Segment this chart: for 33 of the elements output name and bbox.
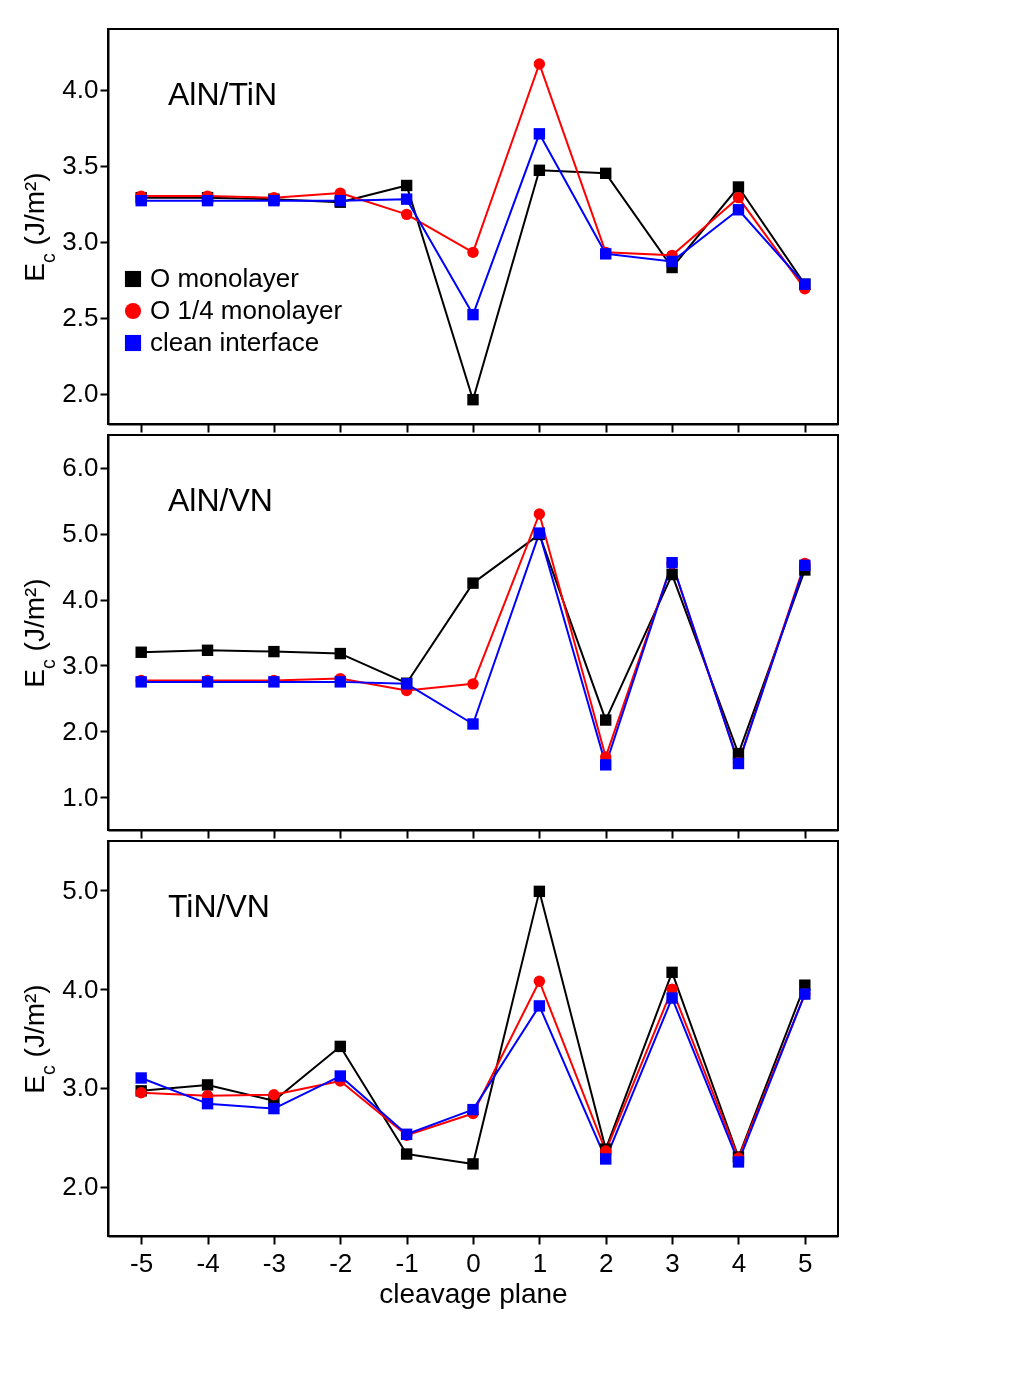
y-tick-label: 4.0 — [62, 973, 99, 1004]
x-tick-label: 1 — [532, 1247, 548, 1278]
x-tick-label: 4 — [731, 1247, 747, 1278]
legend-label: clean interface — [150, 327, 320, 357]
x-tick-label: 0 — [466, 1247, 481, 1278]
y-tick-label: 2.0 — [62, 378, 99, 409]
x-tick-label: -5 — [130, 1247, 154, 1278]
x-tick-label: 3 — [665, 1247, 680, 1278]
x-tick-label: -1 — [395, 1247, 419, 1278]
x-axis-title: cleavage plane — [379, 1277, 568, 1309]
y-tick-label: 1.0 — [62, 781, 99, 812]
y-tick-label: 4.0 — [62, 584, 99, 615]
y-tick-label: 6.0 — [62, 452, 99, 483]
y-tick-label: 2.5 — [62, 302, 99, 333]
y-tick-label: 4.0 — [62, 74, 99, 105]
legend-label: O monolayer — [150, 263, 300, 293]
annotation: AlN/VN — [168, 482, 273, 518]
y-tick-label: 3.5 — [62, 150, 99, 181]
y-tick-label: 5.0 — [62, 874, 99, 905]
x-tick-label: 5 — [798, 1247, 813, 1278]
legend-label: O 1/4 monolayer — [150, 295, 343, 325]
annotation: TiN/VN — [168, 888, 270, 924]
y-tick-label: 2.0 — [62, 715, 99, 746]
y-tick-label: 2.0 — [62, 1171, 99, 1202]
y-tick-label: 5.0 — [62, 518, 99, 549]
y-tick-label: 3.0 — [62, 226, 99, 257]
x-tick-label: -4 — [196, 1247, 220, 1278]
x-tick-label: -3 — [262, 1247, 286, 1278]
x-tick-label: -2 — [329, 1247, 353, 1278]
y-tick-label: 3.0 — [62, 1072, 99, 1103]
x-tick-label: 2 — [598, 1247, 614, 1278]
y-tick-label: 3.0 — [62, 649, 99, 680]
annotation: AlN/TiN — [168, 76, 278, 112]
